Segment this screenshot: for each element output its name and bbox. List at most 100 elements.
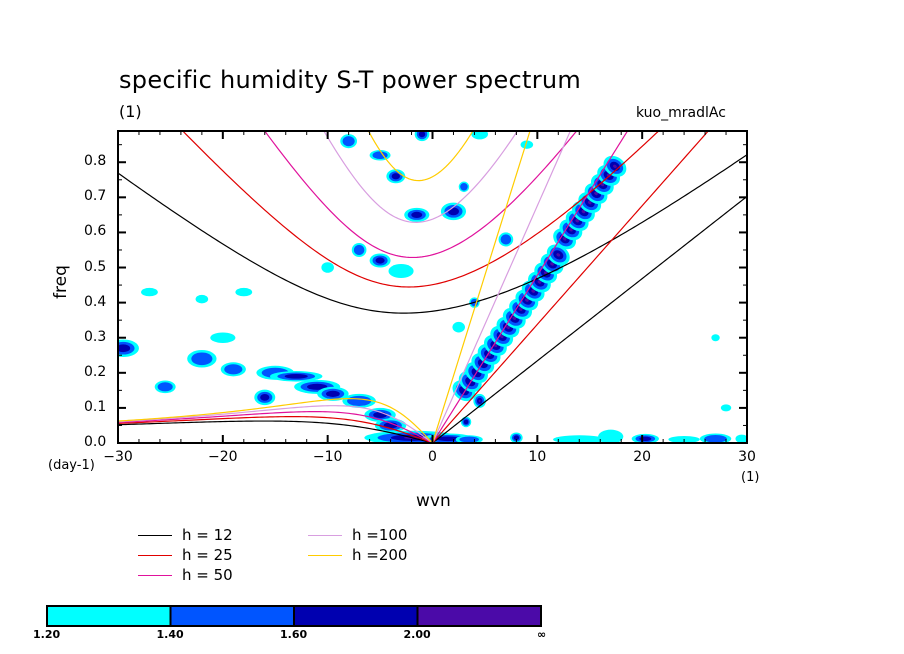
power-blob bbox=[500, 234, 512, 245]
y-tick-label: 0.0 bbox=[84, 434, 107, 450]
power-blob bbox=[512, 316, 517, 320]
x-tick-label: 10 bbox=[528, 449, 547, 465]
power-blob bbox=[375, 257, 385, 264]
power-blob bbox=[531, 289, 535, 293]
power-blob bbox=[575, 219, 579, 223]
chart-title: specific humidity S-T power spectrum bbox=[119, 66, 582, 94]
power-blob bbox=[347, 395, 372, 406]
power-blob bbox=[284, 374, 308, 379]
case-label: kuo_mradlAc bbox=[636, 105, 726, 121]
colorbar-label: 2.00 bbox=[403, 628, 431, 641]
power-blob bbox=[711, 334, 720, 342]
power-blob bbox=[518, 307, 523, 311]
x-axis-label: wvn bbox=[416, 491, 451, 511]
power-blob bbox=[224, 364, 243, 375]
power-blob bbox=[321, 262, 334, 273]
kelvin-curve bbox=[431, 131, 629, 443]
power-blob bbox=[594, 191, 598, 196]
power-blob bbox=[210, 332, 236, 343]
ig-curve bbox=[323, 131, 519, 223]
kelvin-curve bbox=[431, 131, 531, 443]
power-blob bbox=[411, 211, 423, 218]
legend-swatch bbox=[138, 534, 172, 536]
y-tick-label: 0.5 bbox=[84, 258, 107, 275]
power-blob bbox=[191, 352, 213, 366]
power-blob bbox=[391, 173, 400, 180]
power-blob bbox=[195, 294, 209, 304]
legend-label: h =200 bbox=[352, 546, 408, 564]
legend-item: h = 50 bbox=[138, 566, 233, 584]
power-blob bbox=[569, 228, 573, 232]
power-blob bbox=[720, 404, 732, 412]
power-blob bbox=[452, 321, 465, 333]
legend-swatch bbox=[308, 554, 342, 556]
dispersion-curves bbox=[118, 131, 747, 443]
chart-subtitle: (1) bbox=[119, 102, 142, 121]
y-axis-unit: (day-1) bbox=[48, 458, 95, 473]
power-blob bbox=[537, 280, 542, 284]
er-curve bbox=[118, 411, 433, 443]
legend-label: h = 50 bbox=[182, 566, 233, 584]
power-blob bbox=[600, 182, 605, 187]
power-blob bbox=[506, 325, 510, 329]
y-tick-label: 0.6 bbox=[84, 223, 107, 240]
legend-item: h =100 bbox=[308, 526, 407, 544]
power-blob bbox=[556, 253, 561, 257]
power-blob bbox=[520, 140, 534, 149]
y-tick-label: 0.8 bbox=[84, 153, 107, 170]
power-blob bbox=[704, 434, 727, 443]
power-blob bbox=[157, 382, 173, 392]
colorbar-label: ∞ bbox=[537, 628, 547, 641]
power-blob bbox=[342, 136, 355, 147]
power-blob bbox=[550, 262, 554, 266]
power-blob bbox=[307, 383, 328, 390]
er-curve bbox=[118, 405, 433, 443]
er-curve bbox=[118, 420, 433, 443]
power-blob bbox=[141, 287, 158, 297]
x-tick-label: −10 bbox=[312, 449, 343, 465]
colorbar-label: 1.20 bbox=[33, 628, 61, 641]
ig-curve bbox=[264, 131, 578, 259]
y-tick-label: 0.2 bbox=[84, 363, 107, 380]
y-tick-label: 0.4 bbox=[84, 293, 107, 310]
y-tick-label: 0.3 bbox=[84, 328, 107, 345]
legend-item: h = 25 bbox=[138, 546, 233, 564]
power-blob bbox=[735, 434, 747, 443]
colorbar-label: 1.60 bbox=[280, 628, 308, 641]
kelvin-curve bbox=[432, 131, 710, 443]
ig-curve bbox=[181, 131, 660, 288]
ig-curve bbox=[118, 154, 747, 314]
y-axis-label: freq bbox=[50, 265, 71, 299]
kelvin-curve bbox=[431, 131, 572, 443]
y-tick-label: 0.7 bbox=[84, 188, 107, 205]
power-blob bbox=[562, 237, 567, 241]
power-blob bbox=[581, 209, 586, 214]
power-blob bbox=[118, 344, 131, 353]
x-tick-label: 20 bbox=[633, 449, 652, 465]
legend-swatch bbox=[308, 534, 342, 536]
legend-label: h = 12 bbox=[182, 526, 233, 544]
power-blob bbox=[260, 393, 270, 401]
power-blob bbox=[460, 183, 468, 191]
power-blob bbox=[436, 436, 460, 442]
power-blob bbox=[587, 200, 592, 205]
legend-label: h =100 bbox=[352, 526, 408, 544]
er-curve bbox=[118, 416, 433, 443]
power-blob bbox=[478, 399, 481, 403]
y-tick-label: 0.1 bbox=[84, 398, 107, 415]
power-blob bbox=[471, 131, 489, 140]
power-blob bbox=[235, 287, 253, 297]
legend-item: h = 12 bbox=[138, 526, 233, 544]
axis-ticks bbox=[117, 131, 748, 444]
legend-swatch bbox=[138, 554, 172, 556]
x-axis-unit: (1) bbox=[741, 470, 760, 485]
x-tick-label: 0 bbox=[428, 449, 437, 465]
power-blob bbox=[598, 429, 624, 443]
ig-curve bbox=[367, 131, 474, 182]
power-blob bbox=[639, 436, 652, 441]
power-blob bbox=[463, 419, 469, 425]
plot-frame bbox=[117, 130, 748, 444]
x-tick-label: −20 bbox=[208, 449, 238, 465]
power-blob bbox=[513, 435, 520, 441]
